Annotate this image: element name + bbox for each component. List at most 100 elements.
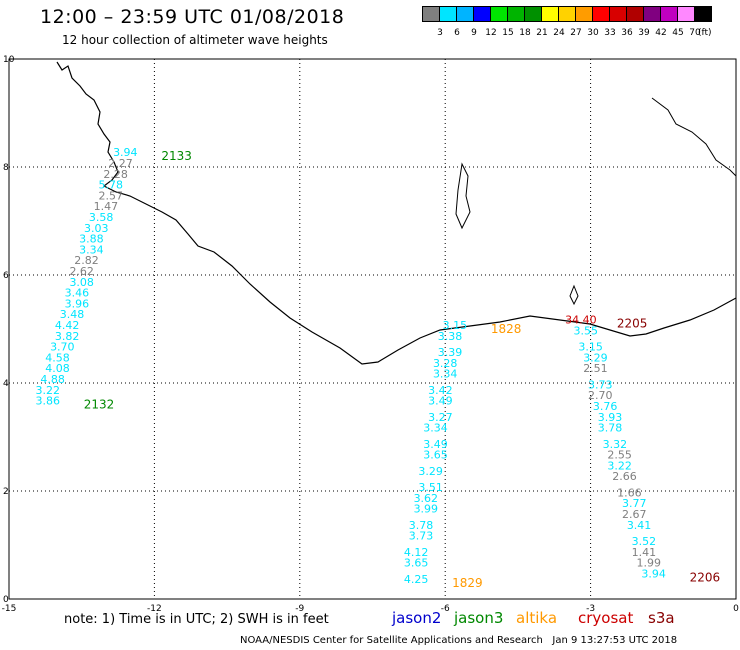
legend-label: 70 (689, 28, 701, 38)
legend-label: 12 (485, 28, 497, 38)
coastline-northeast (651, 97, 737, 177)
footer-agency: NOAA/NESDIS Center for Satellite Applica… (240, 635, 543, 646)
swh-value: 2.57 (99, 189, 124, 202)
swh-value: 3.82 (55, 330, 80, 343)
satellite-s3a: s3a (648, 609, 675, 627)
swh-value: 3.39 (438, 346, 463, 359)
swh-value: 1.99 (637, 557, 662, 570)
swh-value: 2.55 (607, 449, 632, 462)
swh-value: 3.73 (409, 530, 434, 543)
swh-value: 3.78 (598, 422, 623, 435)
swh-value: 3.34 (433, 368, 458, 381)
lon-tick-label: -6 (441, 604, 450, 614)
swh-value: 3.70 (50, 341, 75, 354)
legend-label: 24 (553, 28, 565, 38)
swh-value: 3.32 (603, 438, 628, 451)
swh-value: 3.29 (583, 351, 608, 364)
lon-tick-label: -3 (586, 604, 595, 614)
swh-value: 3.49 (423, 438, 448, 451)
legend-label: 6 (454, 28, 460, 38)
swh-value: 2.67 (622, 508, 647, 521)
lon-tick-label: -15 (2, 604, 17, 614)
swh-value: 2.82 (74, 254, 99, 267)
swh-value: 3.29 (418, 465, 443, 478)
swh-value: 2.70 (588, 389, 613, 402)
track-time-end: 2133 (161, 149, 192, 163)
swh-value: 3.93 (598, 411, 623, 424)
lat-tick-label: 4 (3, 379, 9, 389)
lon-tick-label: 0 (733, 604, 739, 614)
swh-value: 3.34 (423, 422, 448, 435)
swh-value: 3.41 (627, 519, 652, 532)
legend-label: 42 (655, 28, 667, 38)
legend-label: 27 (570, 28, 582, 38)
swh-value: 3.96 (65, 297, 90, 310)
swh-value: 3.65 (404, 557, 429, 570)
swh-value: 3.77 (622, 497, 647, 510)
swh-value: 2.28 (103, 168, 128, 181)
legend-label: 36 (621, 28, 633, 38)
legend-swatch (694, 6, 712, 22)
swh-value: 2.27 (108, 157, 133, 170)
swh-value: 3.62 (414, 492, 439, 505)
legend-label: 15 (502, 28, 514, 38)
track-time-start: 1829 (452, 576, 483, 590)
page-title: 12:00 – 23:59 UTC 01/08/2018 (40, 6, 345, 28)
swh-value: 2.51 (583, 362, 608, 375)
lon-tick-label: -9 (295, 604, 304, 614)
swh-value: 3.46 (65, 287, 90, 300)
swh-value: 4.08 (45, 362, 70, 375)
swh-value: 4.42 (55, 319, 80, 332)
island-shape (455, 162, 471, 230)
swh-value: 3.49 (428, 395, 453, 408)
swh-value: 3.08 (69, 276, 94, 289)
swh-value: 3.58 (89, 211, 114, 224)
lat-tick-label: 10 (3, 55, 15, 65)
track-time-start: 2132 (84, 398, 115, 412)
swh-value: 3.34 (79, 243, 104, 256)
swh-value: 3.42 (428, 384, 453, 397)
lat-tick-label: 0 (3, 595, 9, 605)
swh-value: 3.22 (607, 459, 632, 472)
color-legend: 3 6 9 12 15 18 21 24 27 30 33 36 39 42 45 70 (ft) (422, 6, 712, 38)
legend-unit: (ft) (698, 28, 712, 38)
track-time-end: 2206 (690, 570, 721, 584)
legend-label: 33 (604, 28, 616, 38)
footer-timestamp: Jan 9 13:27:53 UTC 2018 (552, 635, 678, 646)
legend-label: 45 (672, 28, 684, 38)
swh-value: 1.66 (617, 486, 642, 499)
swh-value: 3.88 (79, 233, 104, 246)
swh-value: 3.99 (414, 503, 439, 516)
swh-value: 3.15 (578, 341, 603, 354)
satellite-jason2: jason2 (392, 609, 442, 627)
swh-value: 5.78 (99, 179, 124, 192)
map-frame (8, 58, 737, 600)
island-shape (569, 284, 579, 306)
swh-value: 2.66 (612, 470, 637, 483)
swh-value: 1.41 (632, 546, 657, 559)
swh-value: 34.40 (565, 314, 597, 327)
track-time-end: 1828 (491, 322, 522, 336)
footer-credit: NOAA/NESDIS Center for Satellite Applica… (240, 635, 677, 646)
swh-value: 3.27 (428, 411, 453, 424)
swh-value: 3.15 (443, 319, 468, 332)
track-time-start: 2205 (617, 317, 648, 331)
swh-value: 3.78 (409, 519, 434, 532)
swh-value: 1.47 (94, 200, 119, 213)
coastline (56, 61, 737, 365)
swh-value: 3.65 (423, 449, 448, 462)
note-text: note: 1) Time is in UTC; 2) SWH is in fe… (64, 612, 329, 627)
swh-value: 3.03 (84, 222, 109, 235)
swh-value: 3.94 (641, 567, 666, 580)
swh-value: 3.73 (588, 378, 613, 391)
swh-value: 4.25 (404, 573, 429, 586)
satellite-cryosat: cryosat (578, 609, 634, 627)
satellite-jason3: jason3 (454, 609, 504, 627)
lat-tick-label: 6 (3, 271, 9, 281)
page-subtitle: 12 hour collection of altimeter wave hei… (62, 33, 328, 47)
legend-label: 9 (471, 28, 477, 38)
lat-tick-label: 8 (3, 163, 9, 173)
lat-tick-label: 2 (3, 487, 9, 497)
legend-label: 18 (519, 28, 531, 38)
